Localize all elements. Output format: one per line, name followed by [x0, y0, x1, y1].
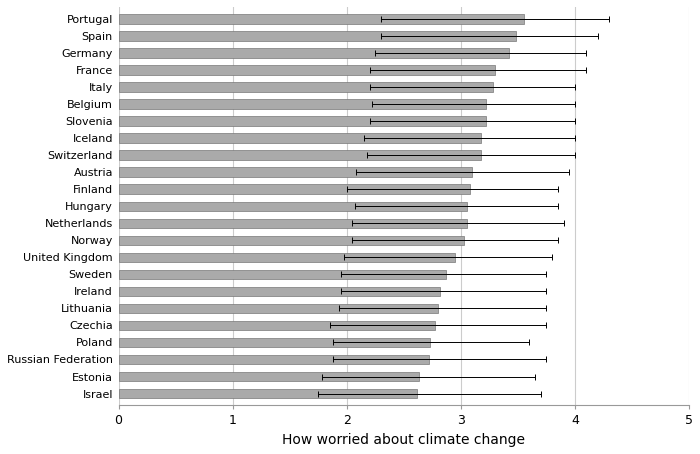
Bar: [118, 236, 464, 245]
Bar: [118, 321, 435, 330]
Bar: [118, 252, 455, 262]
Bar: [118, 184, 470, 194]
Bar: [118, 218, 466, 228]
Bar: [118, 338, 430, 347]
Bar: [118, 133, 482, 143]
Bar: [118, 355, 429, 364]
Bar: [118, 116, 486, 126]
Bar: [118, 389, 417, 398]
Bar: [118, 48, 509, 58]
Bar: [118, 31, 516, 40]
Bar: [118, 304, 438, 313]
Bar: [118, 99, 486, 109]
Bar: [118, 372, 419, 381]
Bar: [118, 65, 495, 74]
Bar: [118, 202, 466, 211]
Bar: [118, 168, 472, 177]
Bar: [118, 14, 524, 24]
Bar: [118, 270, 446, 279]
Bar: [118, 150, 482, 160]
X-axis label: How worried about climate change: How worried about climate change: [282, 433, 525, 447]
Bar: [118, 286, 440, 296]
Bar: [118, 82, 493, 92]
